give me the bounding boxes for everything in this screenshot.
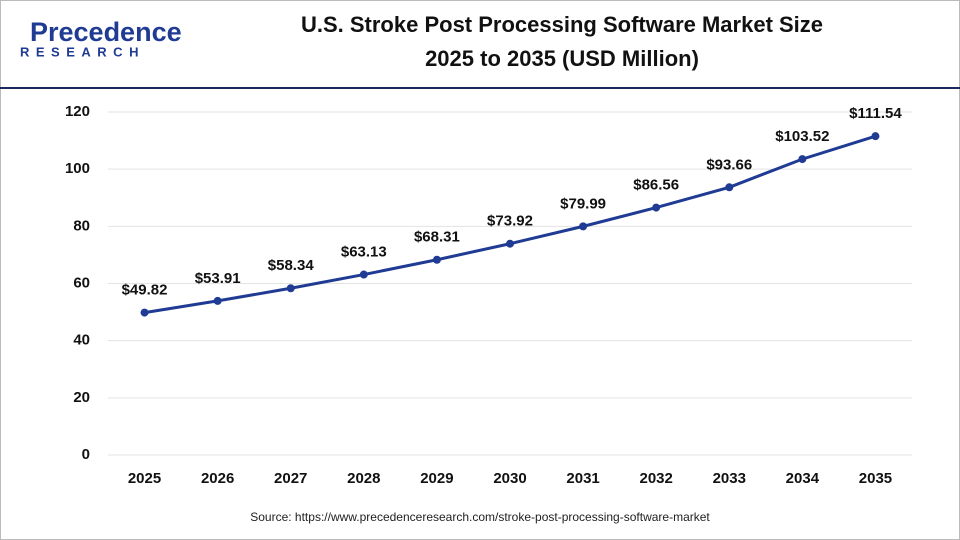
logo-name: Precedence	[30, 17, 182, 47]
source: Source: https://www.precedenceresearch.c…	[250, 510, 710, 524]
data-label: $79.99	[560, 195, 606, 212]
x-tick-label: 2034	[786, 470, 820, 487]
x-tick-label: 2035	[859, 470, 892, 487]
logo-tagline: RESEARCH	[20, 44, 145, 59]
data-label: $68.31	[414, 229, 460, 246]
x-tick-label: 2026	[201, 470, 234, 487]
data-point	[506, 239, 514, 248]
y-tick-label: 120	[65, 103, 90, 120]
data-label: $73.92	[487, 213, 533, 230]
data-label: $93.66	[706, 156, 752, 173]
data-label: $53.91	[195, 270, 241, 287]
x-tick-label: 2031	[566, 470, 599, 487]
x-tick-label: 2030	[493, 470, 526, 487]
data-point	[359, 270, 368, 279]
data-point	[432, 255, 441, 264]
chart-title: 2025 to 2035 (USD Million)	[425, 46, 699, 71]
y-tick-label: 80	[73, 217, 90, 234]
data-point	[286, 284, 295, 293]
data-label: $63.13	[341, 244, 387, 261]
x-tick-label: 2029	[420, 470, 453, 487]
data-point	[652, 203, 661, 212]
data-label: $86.56	[633, 177, 679, 194]
x-tick-label: 2027	[274, 470, 307, 487]
y-tick-label: 100	[65, 160, 90, 177]
data-point	[579, 222, 588, 231]
y-tick-label: 0	[82, 446, 90, 463]
x-tick-label: 2032	[639, 470, 672, 487]
y-tick-label: 20	[73, 389, 90, 406]
data-point	[213, 296, 222, 305]
x-tick-label: 2033	[713, 470, 746, 487]
data-point	[725, 183, 734, 192]
data-point	[798, 155, 807, 164]
data-label: $49.82	[122, 282, 168, 299]
x-tick-label: 2028	[347, 470, 380, 487]
y-tick-label: 40	[73, 332, 90, 349]
x-tick-label: 2025	[128, 470, 161, 487]
data-point	[871, 132, 880, 141]
chart-title: U.S. Stroke Post Processing Software Mar…	[301, 12, 823, 37]
data-label: $58.34	[268, 257, 315, 274]
y-tick-label: 60	[73, 274, 90, 291]
data-label: $111.54	[849, 105, 902, 122]
data-label: $103.52	[775, 128, 829, 145]
data-point	[140, 308, 149, 317]
